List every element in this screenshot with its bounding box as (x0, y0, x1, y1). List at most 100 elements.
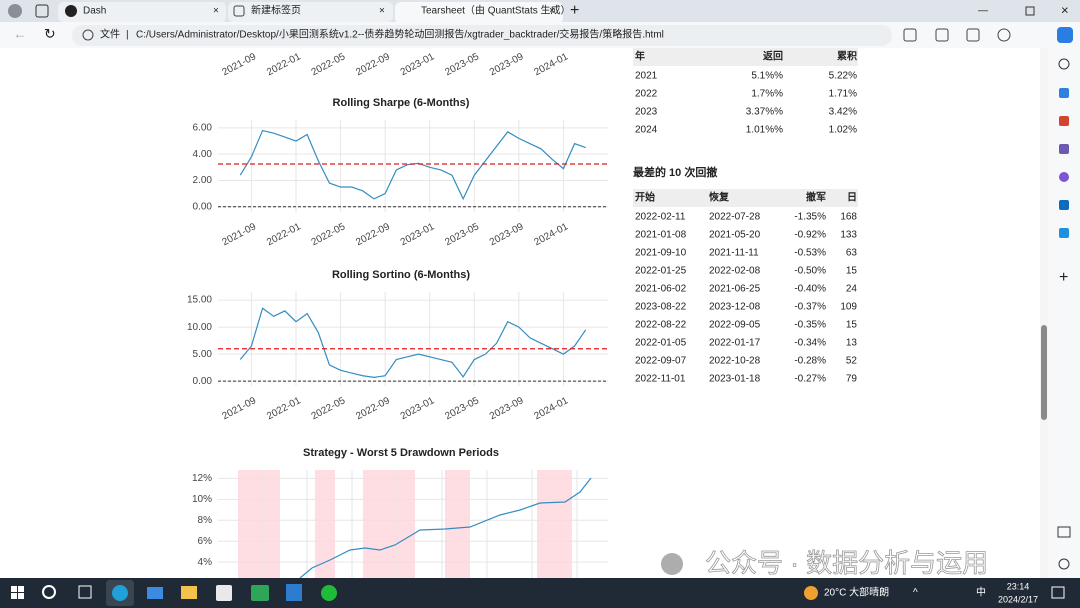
copilot[interactable] (1057, 27, 1073, 43)
window-max[interactable] (1025, 6, 1035, 16)
y-tick-label: 10% (192, 494, 212, 505)
table-cell: 2023-08-22 (635, 302, 687, 313)
table-cell: -0.92% (794, 230, 826, 241)
table-cell: 2021-05-20 (709, 230, 761, 241)
address-field[interactable] (72, 25, 892, 46)
start-button[interactable] (18, 593, 24, 599)
sidebar-app[interactable] (1059, 200, 1069, 210)
y-tick-label: 4.00 (193, 149, 213, 160)
table-cell: 52 (846, 356, 858, 367)
chart-title: Rolling Sortino (6-Months) (332, 269, 470, 281)
y-tick-label: 2.00 (193, 175, 213, 186)
tab[interactable] (58, 2, 226, 22)
start-button[interactable] (11, 586, 17, 592)
favorites[interactable] (935, 28, 949, 42)
table-cell: 3.37%% (746, 107, 783, 118)
ime[interactable]: 中 (976, 586, 986, 599)
table-cell: 2022 (635, 89, 658, 100)
scrollbar (1040, 48, 1048, 578)
back-button[interactable]: ← (13, 26, 27, 42)
weather: 20°C 大部晴朗 (824, 586, 889, 599)
table-cell: 2024 (635, 125, 658, 136)
sidebar-add[interactable]: + (1059, 269, 1068, 286)
scroll-thumb[interactable] (1041, 325, 1047, 420)
taskbar-mail[interactable] (147, 587, 163, 599)
sidebar-search[interactable] (1058, 58, 1070, 70)
task-view[interactable] (78, 585, 92, 599)
table-cell: -0.27% (794, 374, 826, 385)
tab-close[interactable]: × (213, 6, 219, 17)
clock-date: 2024/2/17 (998, 594, 1038, 604)
table-header: 日 (847, 192, 857, 204)
sidebar-app[interactable] (1059, 88, 1069, 98)
taskbar-vscode[interactable] (286, 584, 302, 601)
sidebar-app[interactable] (1059, 172, 1069, 182)
sidebar-settings[interactable] (1058, 558, 1070, 570)
table-cell: -0.50% (794, 266, 826, 277)
table-cell: -0.34% (794, 338, 826, 349)
table-cell: 5.1%% (751, 71, 783, 82)
table-cell: 2023-12-08 (709, 302, 761, 313)
y-tick-label: 8% (198, 515, 213, 526)
table-cell: 15 (846, 266, 858, 277)
start-button[interactable] (18, 586, 24, 592)
tab[interactable] (228, 2, 393, 22)
sidebar-app[interactable] (1059, 228, 1069, 238)
clock-time: 23:14 (1007, 581, 1030, 591)
profile-icon[interactable] (8, 4, 22, 18)
y-tick-label: 5.00 (193, 349, 213, 360)
table-cell: 2022-08-22 (635, 320, 687, 331)
split-screen[interactable] (903, 28, 917, 42)
y-tick-label: 15.00 (187, 295, 212, 306)
taskbar-explorer[interactable] (181, 586, 197, 599)
sidebar-app[interactable] (1059, 116, 1069, 126)
sidebar-screenshot[interactable] (1057, 526, 1071, 538)
table-cell: 2022-02-08 (709, 266, 761, 277)
reload-button[interactable]: ↻ (44, 26, 56, 42)
table-cell: 5.22% (829, 71, 857, 82)
table-cell: -0.35% (794, 320, 826, 331)
table-cell: -1.35% (794, 212, 826, 223)
tab-active[interactable] (395, 2, 563, 24)
table-cell: 1.01%% (746, 125, 783, 136)
extensions[interactable] (997, 28, 1011, 42)
tray-arrow[interactable]: ^ (913, 588, 918, 599)
table-cell: 79 (846, 374, 858, 385)
window-min[interactable]: — (978, 6, 988, 17)
y-tick-label: 0.00 (193, 201, 213, 212)
window-close[interactable]: × (1061, 2, 1069, 17)
tab-close[interactable]: × (379, 6, 385, 17)
table-cell: 2022-01-17 (709, 338, 761, 349)
table-cell: 2021-11-11 (709, 248, 759, 259)
series-line (299, 477, 592, 578)
table-cell: 1.7%% (751, 89, 783, 100)
sidebar (1048, 48, 1080, 578)
tab-actions[interactable] (35, 4, 49, 18)
y-tick-label: 12% (192, 473, 212, 484)
tab-close[interactable]: × (549, 6, 555, 17)
info-icon (82, 29, 94, 41)
table-header: 年 (635, 50, 645, 63)
table-cell: 168 (840, 212, 857, 223)
weather-icon (804, 586, 818, 600)
taskbar (0, 578, 1080, 608)
taskbar-store[interactable] (216, 585, 232, 601)
chart-title: Strategy - Worst 5 Drawdown Periods (303, 447, 499, 459)
start-button[interactable] (11, 593, 17, 599)
y-tick-label: 6.00 (193, 123, 213, 134)
taskbar-wechat[interactable] (321, 585, 337, 601)
table-cell: 63 (846, 248, 858, 259)
table-header: 撤军 (806, 191, 826, 204)
collections[interactable] (966, 28, 980, 42)
tab-title: 新建标签页 (251, 4, 301, 17)
new-tab[interactable]: + (570, 2, 579, 19)
table-cell: -0.37% (794, 302, 826, 313)
taskbar-app[interactable] (251, 585, 269, 601)
table-cell: 2022-02-11 (635, 212, 686, 223)
notifications[interactable] (1051, 586, 1065, 599)
search-button[interactable] (42, 585, 56, 599)
sidebar-app[interactable] (1059, 144, 1069, 154)
table-cell: 2023 (635, 107, 658, 118)
series-line (239, 307, 587, 378)
